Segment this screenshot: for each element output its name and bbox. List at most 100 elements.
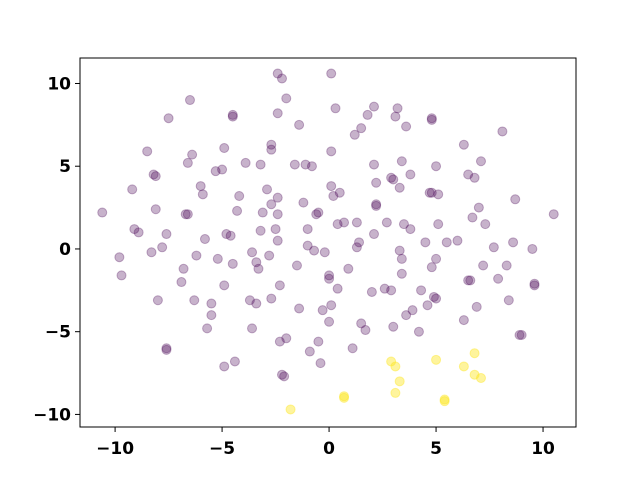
point [161,229,172,240]
point [157,242,168,253]
point [426,114,437,125]
point [262,184,273,195]
point [394,376,405,387]
point [176,277,187,288]
point [309,245,320,256]
point [334,187,345,198]
point [270,224,281,235]
point [386,172,397,183]
point [199,234,210,245]
point [398,219,409,230]
point [441,237,452,248]
point [371,200,382,211]
point [369,159,380,170]
point [439,394,450,405]
point [356,318,367,329]
point [371,199,382,210]
point [465,275,476,286]
point [475,156,486,167]
point [206,310,217,321]
point [219,280,230,291]
point [473,202,484,213]
point [227,111,238,122]
point [180,209,191,220]
point [458,315,469,326]
point [501,260,512,271]
point [247,247,258,258]
point [339,392,350,403]
point [279,371,290,382]
point [488,242,499,253]
point [349,129,360,140]
point [225,230,236,241]
point [266,144,277,155]
point [232,205,243,216]
point [497,126,508,137]
point [401,121,412,132]
point [161,343,172,354]
point [420,237,431,248]
point [253,263,264,274]
point [431,161,442,172]
point [272,68,283,79]
point [381,217,392,228]
point [413,326,424,337]
point [471,301,482,312]
point [116,270,127,281]
point [294,119,305,130]
point [388,321,399,332]
y-tick-label: 10 [47,74,71,94]
point [467,212,478,223]
point [133,227,144,238]
point [396,156,407,167]
point [257,207,268,218]
point [302,224,313,235]
point [227,109,238,120]
point [227,258,238,269]
point [129,224,140,235]
point [516,329,527,340]
point [347,343,358,354]
point [276,369,287,380]
point [431,293,442,304]
point [161,344,172,355]
point [426,113,437,124]
point [416,285,427,296]
point [182,209,193,220]
point [369,101,380,112]
point [426,187,437,198]
point [281,333,292,344]
x-tick-label: 5 [430,439,442,459]
point [274,280,285,291]
point [390,361,401,372]
point [469,369,480,380]
point [150,204,161,215]
point [514,329,525,340]
point [272,209,283,220]
point [508,237,519,248]
point [266,293,277,304]
x-tick-label: −10 [96,439,134,459]
point [289,159,300,170]
point [291,260,302,271]
point [298,197,309,208]
point [221,229,232,240]
point [195,181,206,192]
point [285,404,296,415]
point [405,169,416,180]
point [189,295,200,306]
point [390,387,401,398]
point [219,361,230,372]
point [244,295,255,306]
point [510,194,521,205]
point [264,250,275,261]
point [386,285,397,296]
y-tick-label: 0 [59,240,71,260]
plot-frame [79,57,577,428]
point [428,291,439,302]
point [315,358,326,369]
point [274,336,285,347]
point [266,199,277,210]
point [405,224,416,235]
point [324,316,335,327]
